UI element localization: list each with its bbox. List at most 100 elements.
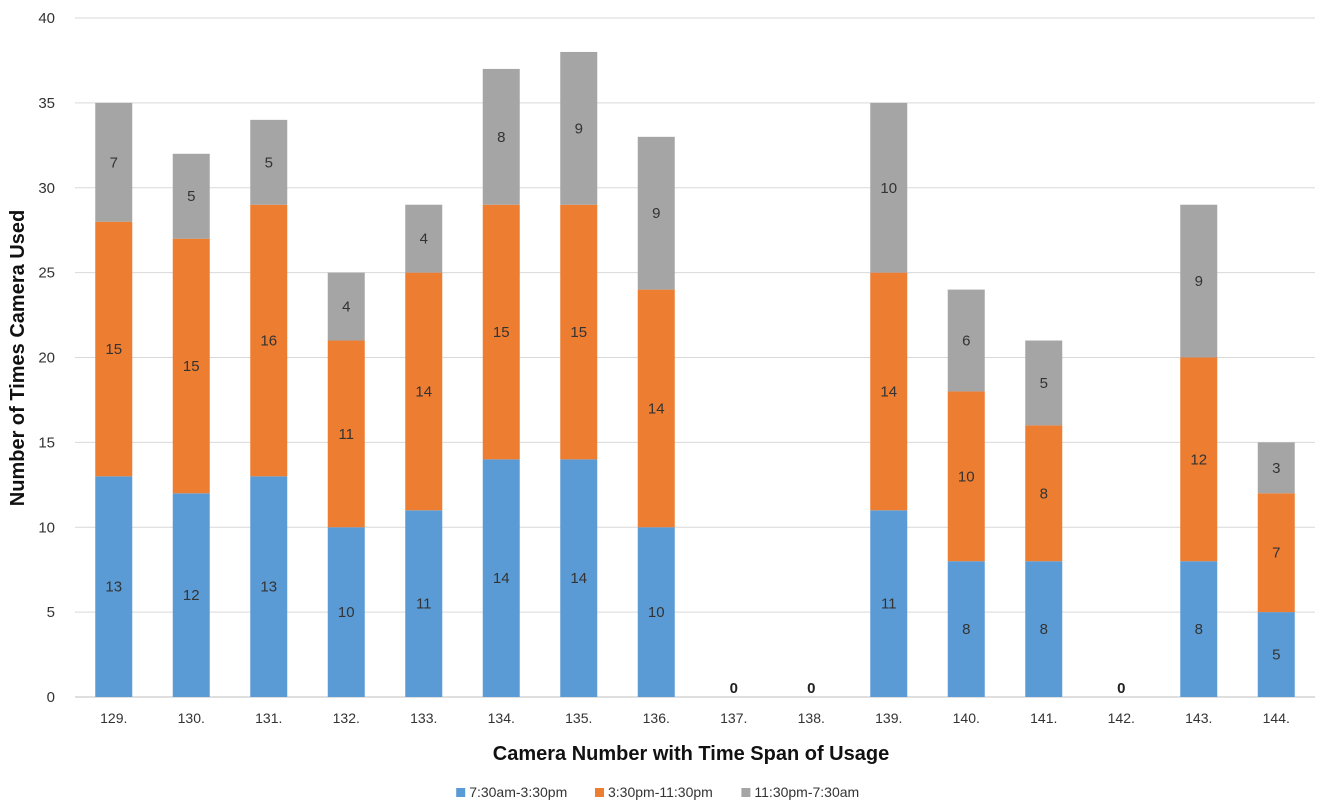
y-tick-label: 35 (38, 95, 55, 112)
x-tick-label: 129. (100, 710, 127, 726)
x-tick-label: 141. (1030, 710, 1057, 726)
bar-segment (1257, 612, 1295, 697)
data-label: 15 (105, 341, 122, 358)
bar-segment (482, 68, 520, 205)
bar-segment (95, 102, 133, 222)
data-label: 13 (260, 579, 277, 596)
y-tick-label: 40 (38, 10, 55, 27)
bar-segment (172, 238, 210, 494)
bar-segment (560, 459, 598, 697)
data-label: 14 (493, 570, 510, 587)
bar-segment (870, 510, 908, 697)
data-label: 9 (652, 205, 660, 222)
data-label: 5 (1272, 647, 1280, 664)
data-label: 14 (648, 400, 665, 417)
data-label: 15 (183, 358, 200, 375)
legend-swatch (456, 788, 466, 797)
data-label: 10 (958, 468, 975, 485)
data-label: 5 (265, 154, 273, 171)
x-tick-label: 135. (565, 710, 592, 726)
bar-segment (95, 221, 133, 477)
bar-segment (482, 459, 520, 697)
x-tick-label: 130. (178, 710, 205, 726)
data-label: 7 (110, 154, 118, 171)
bar-segment (560, 204, 598, 460)
x-tick-label: 131. (255, 710, 282, 726)
y-tick-label: 25 (38, 265, 55, 282)
data-label: 14 (415, 383, 432, 400)
data-label: 13 (105, 579, 122, 596)
bar-segment (947, 289, 985, 392)
data-label: 5 (187, 188, 195, 205)
bars (95, 51, 1295, 697)
data-label: 3 (1272, 460, 1280, 477)
bar-segment (947, 391, 985, 562)
data-label: 12 (183, 587, 200, 604)
bar-segment (870, 272, 908, 511)
data-label: 10 (648, 604, 665, 621)
data-label: 0 (1117, 680, 1125, 697)
bar-segment (172, 493, 210, 697)
x-tick-label: 132. (333, 710, 360, 726)
x-tick-label: 134. (488, 710, 515, 726)
bar-segment (947, 561, 985, 697)
legend-label: 3:30pm-11:30pm (608, 784, 713, 800)
x-tick-label: 140. (953, 710, 980, 726)
y-tick-label: 10 (38, 519, 55, 536)
data-label: 5 (1040, 375, 1048, 392)
data-label: 15 (493, 324, 510, 341)
bar-segment (172, 153, 210, 239)
bar-segment (637, 289, 675, 528)
legend-label: 11:30pm-7:30am (754, 784, 859, 800)
bar-segment (1025, 340, 1063, 426)
data-label: 11 (338, 426, 354, 443)
bar-segment (327, 272, 365, 341)
x-tick-label: 133. (410, 710, 437, 726)
y-axis-title: Number of Times Camera Used (7, 210, 29, 506)
data-label: 9 (575, 120, 583, 137)
bar-segment (1025, 561, 1063, 697)
bar-segment (405, 510, 443, 697)
legend-swatch (595, 788, 604, 797)
data-label: 11 (416, 596, 432, 613)
bar-segment (250, 119, 288, 205)
bar-segment (327, 527, 365, 697)
data-label: 4 (420, 231, 428, 248)
bar-segment (250, 476, 288, 697)
data-label: 10 (338, 604, 355, 621)
bar-segment (482, 204, 520, 460)
data-label: 4 (342, 299, 350, 316)
legend: 7:30am-3:30pm 3:30pm-11:30pm 11:30pm-7:30a… (456, 784, 859, 800)
bar-segment (637, 136, 675, 290)
y-tick-label: 15 (38, 434, 55, 451)
data-label: 8 (1040, 621, 1048, 638)
bar-segment (405, 204, 443, 273)
y-tick-label: 0 (47, 689, 55, 706)
data-label: 8 (962, 621, 970, 638)
data-label: 8 (497, 129, 505, 146)
bar-segment (1180, 204, 1218, 358)
bar-segment (250, 204, 288, 477)
y-tick-label: 5 (47, 604, 55, 621)
bar-segment (327, 340, 365, 528)
data-label: 12 (1190, 451, 1207, 468)
data-label: 14 (880, 383, 897, 400)
x-tick-label: 144. (1263, 710, 1290, 726)
bar-segment (95, 476, 133, 697)
data-label: 0 (730, 680, 738, 697)
bar-segment (560, 51, 598, 205)
data-label: 8 (1195, 621, 1203, 638)
x-tick-label: 142. (1108, 710, 1135, 726)
data-label: 8 (1040, 485, 1048, 502)
x-tick-label: 137. (720, 710, 747, 726)
x-tick-label: 138. (798, 710, 825, 726)
legend-label: 7:30am-3:30pm (469, 784, 567, 800)
x-tick-label: 139. (875, 710, 902, 726)
y-tick-label: 20 (38, 350, 55, 367)
data-label: 9 (1195, 273, 1203, 290)
legend-swatch (741, 788, 751, 797)
x-tick-label: 143. (1185, 710, 1212, 726)
